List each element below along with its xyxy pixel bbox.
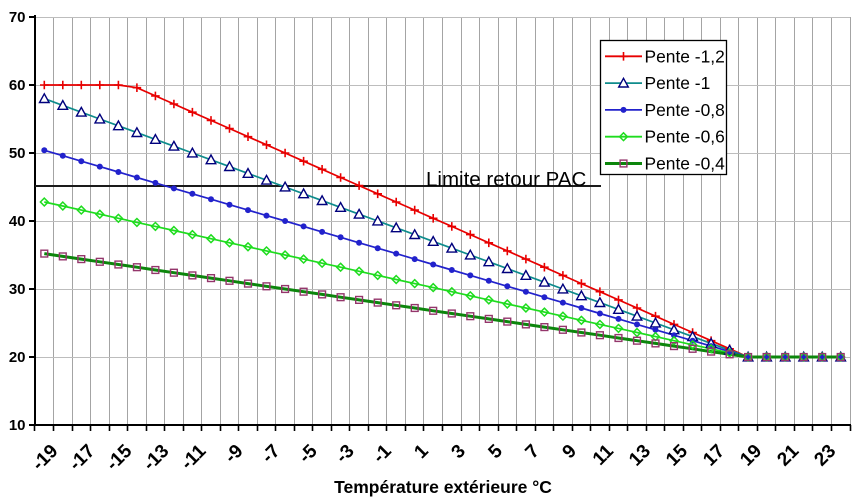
svg-text:60: 60 <box>9 77 26 94</box>
svg-text:70: 70 <box>9 9 26 26</box>
svg-text:40: 40 <box>9 213 26 230</box>
svg-text:10: 10 <box>9 417 26 434</box>
svg-text:Pente -0,4: Pente -0,4 <box>645 154 726 174</box>
svg-text:Pente -1,2: Pente -1,2 <box>645 46 725 66</box>
svg-text:Pente -0,8: Pente -0,8 <box>645 100 725 120</box>
svg-text:Pente -1: Pente -1 <box>645 73 711 93</box>
svg-text:30: 30 <box>9 281 26 298</box>
svg-text:50: 50 <box>9 145 26 162</box>
svg-text:20: 20 <box>9 349 26 366</box>
svg-text:Pente -0,6: Pente -0,6 <box>645 127 725 147</box>
svg-text:Limite retour PAC: Limite retour PAC <box>426 168 586 191</box>
svg-text:Température extérieure °C: Température extérieure °C <box>334 477 552 497</box>
